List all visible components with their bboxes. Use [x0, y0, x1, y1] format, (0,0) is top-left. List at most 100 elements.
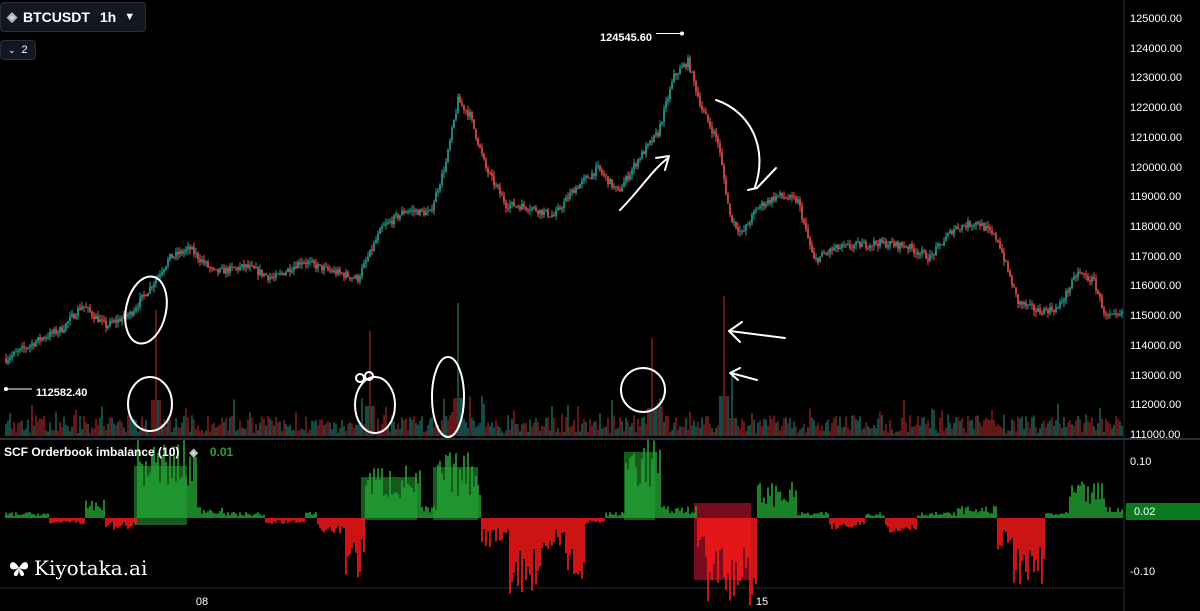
imbalance-bar — [1057, 514, 1059, 518]
candle-body — [1033, 304, 1035, 311]
annotation-arrow-up — [619, 155, 670, 211]
imbalance-bar — [845, 518, 847, 526]
imbalance-bar — [857, 518, 859, 522]
imbalance-bar — [327, 518, 329, 529]
candle-body — [63, 329, 65, 333]
candle-body — [395, 214, 397, 216]
time-axis-tick: 08 — [195, 596, 209, 608]
volume-bar — [809, 408, 811, 436]
volume-bar — [363, 424, 365, 436]
volume-bar — [281, 431, 283, 436]
candle-body — [949, 230, 951, 234]
imbalance-bar — [649, 486, 651, 518]
volume-bar — [957, 417, 959, 436]
imbalance-bar — [1111, 511, 1113, 518]
caret-down-icon[interactable]: ▼ — [124, 11, 136, 23]
imbalance-bar — [219, 511, 221, 518]
volume-bar — [159, 400, 161, 436]
imbalance-bar — [549, 518, 551, 542]
candle-body — [963, 225, 965, 227]
candle-body — [883, 241, 885, 243]
volume-bar — [717, 425, 719, 436]
candlestick-series — [5, 54, 1123, 366]
volume-bar — [767, 425, 769, 436]
volume-bar — [173, 427, 175, 436]
candle-body — [673, 73, 675, 82]
imbalance-bar — [281, 518, 283, 524]
candle-body — [893, 243, 895, 246]
candle-body — [1031, 303, 1033, 305]
butterfly-icon — [10, 562, 28, 576]
candle-body — [233, 267, 235, 269]
imbalance-bar — [295, 518, 297, 523]
candle-body — [1007, 261, 1009, 272]
imbalance-bar — [1117, 508, 1119, 518]
volume-bar — [79, 416, 81, 436]
volume-bar — [199, 431, 201, 436]
imbalance-bar — [809, 514, 811, 518]
candle-body — [1041, 313, 1043, 315]
imbalance-bar — [261, 515, 263, 518]
volume-bar — [545, 417, 547, 436]
candle-body — [41, 337, 43, 341]
imbalance-bar — [985, 506, 987, 518]
volume-bar — [1069, 419, 1071, 436]
candle-body — [349, 276, 351, 279]
symbol-selector[interactable]: ◈ BTCUSDT 1h ▼ — [0, 2, 147, 32]
indicator-name[interactable]: SCF Orderbook imbalance (10) — [4, 445, 180, 459]
timeframe-label[interactable]: 1h — [99, 9, 117, 25]
imbalance-bar — [375, 480, 377, 518]
candle-body — [257, 267, 259, 275]
volume-bar — [157, 400, 159, 436]
volume-bar — [49, 422, 51, 436]
collapse-button[interactable]: ⌄ 2 — [0, 40, 36, 60]
imbalance-bar — [429, 512, 431, 518]
imbalance-bar — [23, 514, 25, 518]
candle-body — [489, 172, 491, 174]
volume-bar — [737, 425, 739, 436]
volume-bar — [1021, 416, 1023, 436]
candle-body — [249, 265, 251, 268]
volume-bar — [719, 396, 721, 436]
volume-bar — [783, 418, 785, 436]
volume-bar — [589, 419, 591, 436]
candle-body — [571, 189, 573, 193]
candle-body — [579, 183, 581, 189]
imbalance-bar — [785, 500, 787, 518]
imbalance-bar — [15, 512, 17, 518]
volume-bar — [397, 423, 399, 436]
candle-body — [191, 247, 193, 250]
volume-bar — [829, 431, 831, 436]
candle-body — [631, 169, 633, 175]
imbalance-bar — [139, 461, 141, 518]
imbalance-bar — [641, 458, 643, 518]
price-axis-tick: 116000.00 — [1130, 280, 1182, 293]
candle-body — [769, 199, 771, 203]
imbalance-bar — [191, 481, 193, 518]
imbalance-bar — [875, 514, 877, 518]
diamond-settings-icon[interactable]: ◈ — [189, 446, 198, 459]
candle-body — [1105, 313, 1107, 315]
candle-body — [657, 132, 659, 136]
imbalance-bar — [861, 518, 863, 523]
volume-bar — [283, 419, 285, 436]
candle-body — [987, 226, 989, 229]
imbalance-bar — [409, 486, 411, 518]
imbalance-bar — [1055, 513, 1057, 518]
volume-bar — [897, 431, 899, 436]
candle-body — [119, 319, 121, 322]
imbalance-bar — [471, 466, 473, 518]
volume-bar — [747, 425, 749, 436]
volume-bar — [305, 416, 307, 436]
candle-body — [429, 209, 431, 211]
volume-bar — [921, 417, 923, 436]
volume-bar — [237, 429, 239, 436]
volume-bar — [593, 421, 595, 436]
volume-bar — [677, 429, 679, 436]
volume-bar — [259, 422, 261, 436]
volume-bar — [927, 420, 929, 436]
volume-bar — [1103, 431, 1105, 436]
imbalance-bar — [337, 518, 339, 527]
imbalance-bar — [561, 518, 563, 533]
